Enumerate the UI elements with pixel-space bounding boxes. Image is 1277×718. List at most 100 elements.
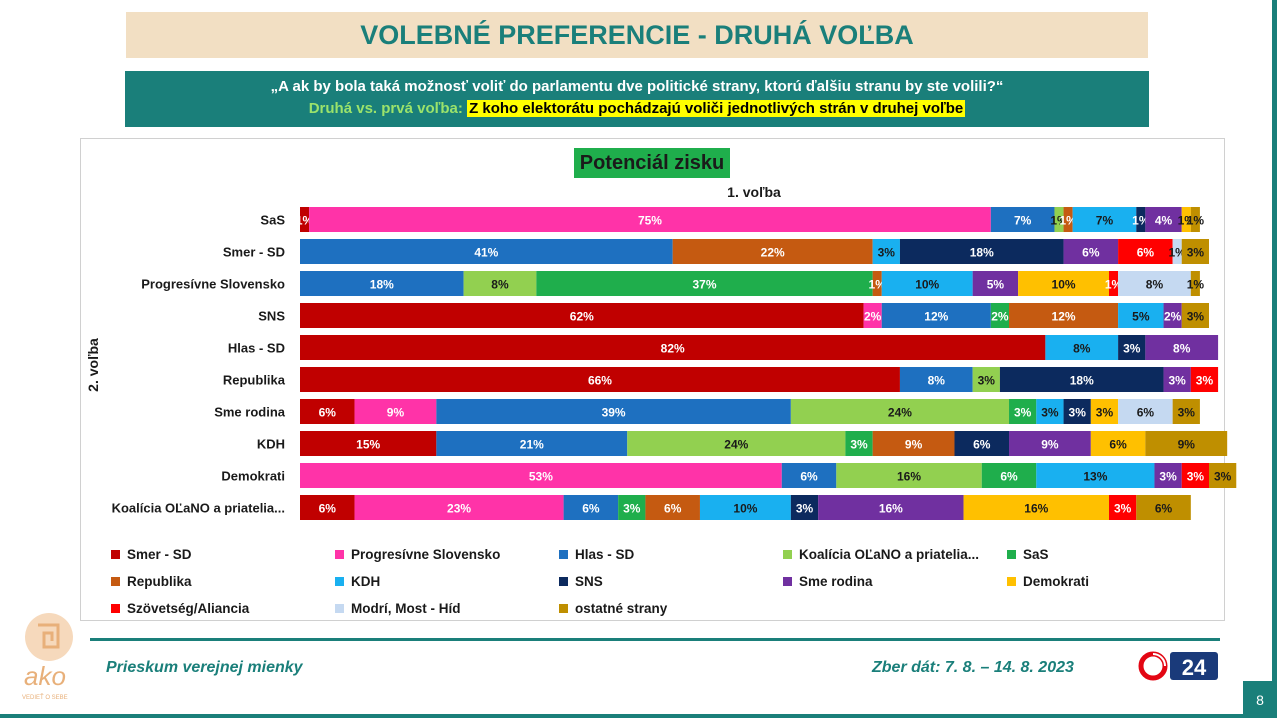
data-label: 10% [915, 278, 939, 292]
bar-segment [1009, 399, 1037, 424]
data-label: 3% [1014, 406, 1032, 420]
ako-tagline: VEDIEŤ O SEBE [22, 693, 68, 701]
data-label: 2% [991, 310, 1009, 324]
data-label: 3% [1123, 342, 1141, 356]
data-label: 12% [924, 310, 948, 324]
legend-label: KDH [351, 574, 380, 589]
legend-swatch [335, 550, 344, 559]
bar-segment [781, 463, 837, 488]
data-label: 8% [1073, 342, 1091, 356]
bar-segment [872, 271, 882, 296]
bar-segment [863, 303, 882, 328]
bar-segment [954, 431, 1010, 456]
data-label: 16% [879, 502, 903, 516]
data-label: 10% [1052, 278, 1076, 292]
footer-separator [90, 638, 1220, 641]
data-label: 24% [724, 438, 748, 452]
category-label: Republika [223, 373, 286, 388]
bar-segment [300, 399, 355, 424]
data-label: 3% [1041, 406, 1059, 420]
bar-segment [1181, 303, 1209, 328]
o24-logo-text: 24 [1182, 655, 1207, 680]
bar-segment [990, 207, 1055, 232]
category-label: KDH [257, 437, 285, 452]
category-label: SaS [260, 213, 285, 228]
bar-segment [300, 271, 464, 296]
data-label: 3% [1114, 502, 1132, 516]
legend-swatch [783, 577, 792, 586]
data-label: 6% [664, 502, 682, 516]
bar-segment [881, 271, 973, 296]
data-label: 5% [987, 278, 1005, 292]
bar-segment [790, 495, 819, 520]
bar-segment [1054, 207, 1064, 232]
bar-segment [1145, 431, 1228, 456]
bar-segment [1118, 239, 1173, 264]
bar-segment [1072, 207, 1137, 232]
legend-swatch [783, 550, 792, 559]
bar-segment [1190, 367, 1219, 392]
legend-label: ostatné strany [575, 601, 668, 616]
legend-swatch [335, 577, 344, 586]
data-label: 39% [602, 406, 626, 420]
bar-segment [1063, 399, 1091, 424]
bar-segment [818, 495, 964, 520]
subtitle-line: Druhá vs. prvá voľba: Z koho elektorátu … [125, 98, 1149, 120]
bar-segment [1063, 239, 1119, 264]
question-text: „A ak by bola taká možnosť voliť do parl… [270, 78, 1004, 95]
bar-segment [1172, 239, 1182, 264]
data-label: 22% [761, 246, 785, 260]
bar-segment [300, 463, 782, 488]
data-label: 2% [864, 310, 882, 324]
data-label: 6% [973, 438, 991, 452]
data-label: 23% [447, 502, 471, 516]
data-label: 15% [356, 438, 380, 452]
bar-segment [1118, 335, 1146, 360]
legend-label: Modrí, Most - Híd [351, 601, 460, 616]
data-label: 37% [692, 278, 716, 292]
page-number: 8 [1243, 681, 1277, 718]
legend-label: Szövetség/Aliancia [127, 601, 250, 616]
bar-segment [1036, 463, 1155, 488]
category-label: Sme rodina [214, 405, 286, 420]
data-label: 3% [850, 438, 868, 452]
bar-segment [1118, 303, 1164, 328]
bar-segment [300, 335, 1046, 360]
data-label: 12% [1052, 310, 1076, 324]
data-label: 9% [905, 438, 923, 452]
bar-segment [972, 367, 1000, 392]
bar-segment [990, 303, 1010, 328]
bar-segment [899, 367, 973, 392]
bar-segment [1209, 463, 1237, 488]
data-label: 6% [1137, 406, 1155, 420]
legend-label: SaS [1023, 547, 1049, 562]
data-label: 3% [1178, 406, 1196, 420]
bar-segment [300, 431, 437, 456]
data-label: 5% [1132, 310, 1150, 324]
bar-segment [1109, 495, 1137, 520]
legend-label: SNS [575, 574, 603, 589]
bar-segment [999, 367, 1164, 392]
bar-segment [645, 495, 700, 520]
data-label: 3% [1196, 374, 1214, 388]
data-label: 3% [1069, 406, 1087, 420]
category-label: Koalícia OĽaNO a priatelia... [112, 501, 285, 516]
bar-segment [536, 271, 873, 296]
y-axis-label: 2. voľba [85, 338, 101, 392]
data-label: 3% [1187, 470, 1205, 484]
data-label: 53% [529, 470, 553, 484]
data-label: 6% [1109, 438, 1127, 452]
bar-segment [1181, 239, 1209, 264]
bar-segment [1136, 207, 1146, 232]
bar-segment [563, 495, 619, 520]
bar-segment [1009, 303, 1119, 328]
data-label: 13% [1083, 470, 1107, 484]
legend-label: Koalícia OĽaNO a priatelia... [799, 547, 979, 562]
footer-data-collection: Zber dát: 7. 8. – 14. 8. 2023 [872, 659, 1074, 676]
data-label: 6% [1155, 502, 1173, 516]
bar-segment [1118, 399, 1173, 424]
bar-segment [1181, 207, 1191, 232]
bar-segment [463, 271, 537, 296]
data-label: 3% [978, 374, 996, 388]
bottom-frame-line [0, 714, 1277, 718]
